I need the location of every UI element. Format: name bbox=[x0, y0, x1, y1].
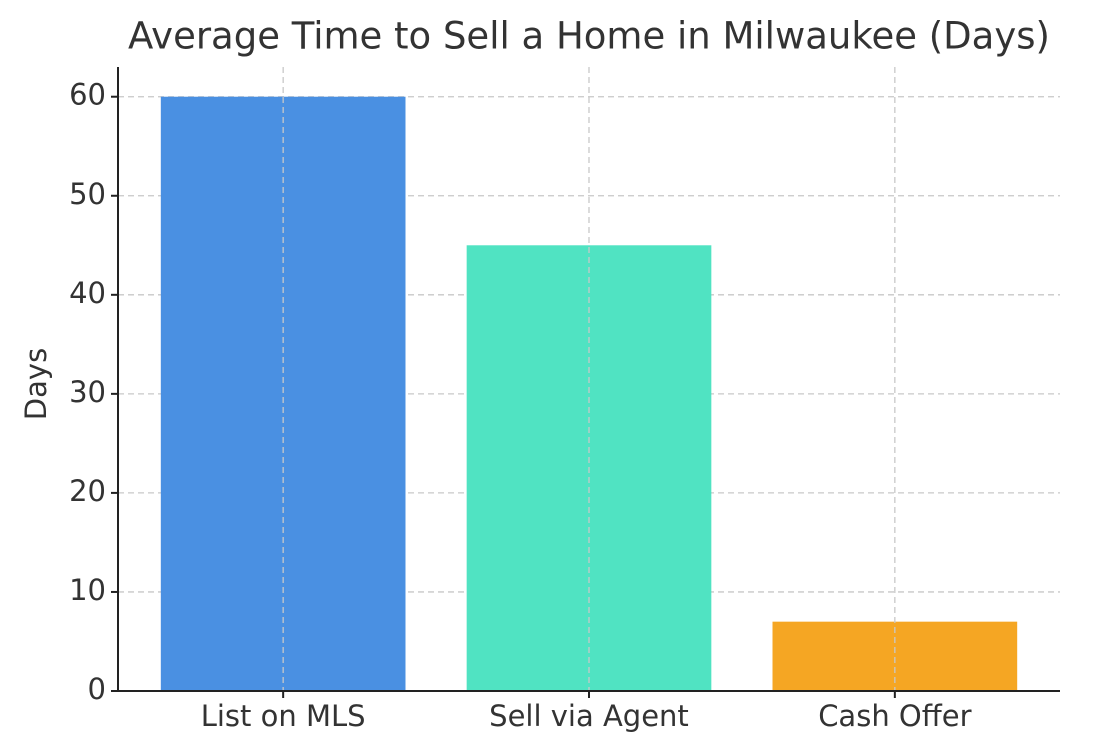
x-tick-label: Sell via Agent bbox=[489, 699, 689, 733]
y-axis-label: Days bbox=[19, 348, 53, 420]
y-tick-label: 30 bbox=[69, 375, 106, 409]
y-tick-label: 0 bbox=[88, 672, 106, 706]
x-tick-label: List on MLS bbox=[201, 699, 366, 733]
y-tick-label: 50 bbox=[69, 177, 106, 211]
chart-title: Average Time to Sell a Home in Milwaukee… bbox=[128, 15, 1050, 58]
y-tick-label: 20 bbox=[69, 474, 106, 508]
y-tick-label: 10 bbox=[69, 573, 106, 607]
x-tick-label: Cash Offer bbox=[818, 699, 971, 733]
y-tick-label: 60 bbox=[69, 78, 106, 112]
y-tick-label: 40 bbox=[69, 276, 106, 310]
